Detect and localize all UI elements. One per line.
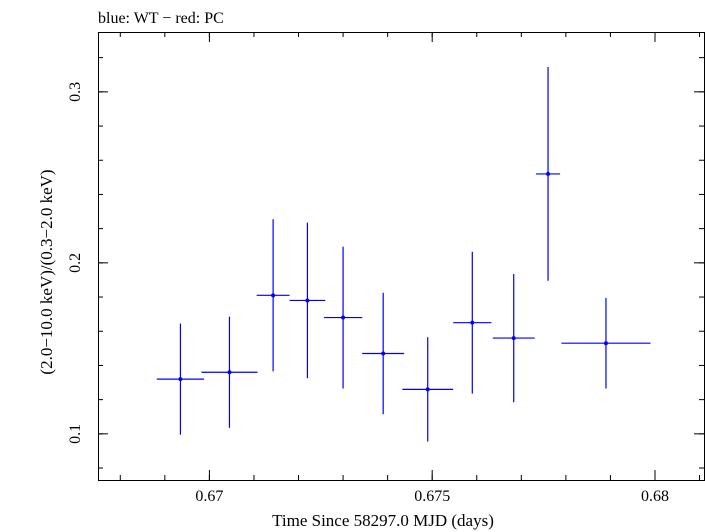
data-point-marker	[546, 171, 551, 176]
data-point	[156, 323, 205, 435]
data-point	[402, 337, 454, 442]
data-point-marker	[341, 315, 346, 320]
data-point-marker	[425, 387, 430, 392]
data-point	[453, 251, 492, 394]
data-point	[561, 297, 651, 389]
y-tick-label: 0.3	[67, 82, 84, 102]
minor-ticks	[98, 32, 704, 480]
y-tick-label: 0.2	[67, 253, 84, 273]
data-point-marker	[511, 336, 516, 341]
data-point-marker	[381, 351, 386, 356]
data-point	[201, 316, 258, 428]
data-point	[289, 222, 326, 379]
x-tick-label: 0.675	[414, 488, 450, 505]
series-wt	[156, 67, 651, 442]
x-tick-label: 0.68	[641, 488, 669, 505]
x-tick-label: 0.67	[195, 488, 223, 505]
chart-title: blue: WT − red: PC	[98, 10, 224, 27]
data-point-marker	[178, 377, 183, 382]
y-axis-label: (2.0−10.0 keV)/(0.3−2.0 keV)	[37, 169, 56, 374]
data-point	[536, 67, 561, 281]
data-point	[256, 219, 290, 372]
data-point	[362, 292, 405, 415]
data-point-marker	[603, 341, 608, 346]
y-tick-label: 0.1	[67, 424, 84, 444]
major-ticks	[98, 32, 704, 480]
data-point-marker	[271, 293, 276, 298]
plot-frame	[98, 32, 705, 481]
x-axis-label: Time Since 58297.0 MJD (days)	[272, 511, 494, 530]
data-point	[492, 273, 535, 403]
tick-labels: 0.67 0.675 0.68 0.1 0.2 0.3	[67, 82, 669, 505]
data-point-marker	[470, 320, 475, 325]
data-point-marker	[227, 370, 232, 375]
data-point-marker	[305, 298, 310, 303]
data-point	[323, 246, 363, 389]
series-layer	[156, 67, 651, 442]
